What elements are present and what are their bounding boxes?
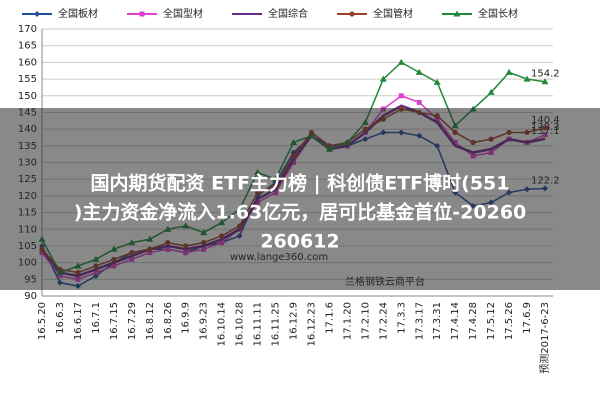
y-tick-label: 170: [18, 24, 37, 35]
x-tick-label: 16.5.20: [37, 302, 48, 340]
legend-label: 全国综合: [268, 7, 308, 20]
x-tick-label: 16.8.26: [163, 302, 174, 340]
marker: [541, 78, 549, 85]
x-tick-label: 17.1.20: [342, 302, 353, 340]
overlay-text: 260612: [260, 231, 339, 253]
x-tick-label: 16.7.1: [91, 302, 102, 334]
y-tick-label: 165: [18, 41, 37, 52]
x-tick-label: 17.5.12: [486, 302, 497, 340]
overlay-text: 国内期货配资 ETF主力榜 | 科创债ETF博时(551: [91, 172, 510, 195]
x-tick-label: 16.7.15: [109, 302, 120, 340]
x-tick-label: 16.9.23: [199, 302, 210, 340]
x-tick-label: 16.7.29: [127, 302, 138, 340]
marker: [523, 75, 531, 82]
overlay-band: [0, 108, 600, 290]
end-label: 154.2: [531, 69, 560, 80]
x-tick-label: 17.6.9: [522, 302, 533, 334]
marker: [505, 68, 513, 75]
x-tick-label: 17.3.31: [432, 302, 443, 340]
x-tick-label: 16.11.11: [253, 302, 264, 347]
x-tick-label: 17.2.10: [360, 302, 371, 340]
marker: [453, 10, 461, 17]
marker: [433, 78, 441, 85]
x-tick-label: 16.9.9: [181, 302, 192, 334]
x-tick-label: 17.1.6: [324, 302, 335, 334]
legend-label: 全国长材: [478, 7, 518, 20]
y-tick-label: 90: [24, 291, 37, 302]
marker: [139, 11, 145, 17]
marker: [487, 88, 495, 95]
marker: [415, 68, 423, 75]
x-tick-label: 17.5.26: [504, 302, 515, 340]
marker: [349, 11, 355, 17]
overlay-text: )主力资金净流入1.63亿元，居可比基金首位-20260: [74, 201, 527, 224]
x-tick-label: 16.11.25: [271, 302, 282, 347]
x-tick-label: 17.3.3: [396, 302, 407, 334]
legend-label: 全国管材: [373, 7, 413, 20]
y-tick-label: 160: [18, 57, 37, 68]
y-tick-label: 150: [18, 91, 37, 102]
x-tick-label: 16.6.3: [55, 302, 66, 334]
x-tick-label: 17.4.28: [468, 302, 479, 340]
legend-label: 全国板材: [58, 7, 98, 20]
x-tick-label: 16.6.17: [73, 302, 84, 340]
x-tick-label: 16.8.12: [145, 302, 156, 340]
marker: [397, 58, 405, 65]
marker: [398, 93, 404, 99]
marker: [379, 75, 387, 82]
x-tick-label: 17.2.24: [378, 302, 389, 340]
legend-label: 全国型材: [163, 7, 203, 20]
x-tick-label: 16.12.23: [306, 302, 317, 347]
marker: [34, 11, 40, 17]
marker: [416, 99, 422, 105]
x-tick-label: 17.4.14: [450, 302, 461, 340]
x-tick-label: 16.12.9: [289, 302, 300, 340]
x-tick-label: 16.10.28: [235, 302, 246, 347]
x-tick-label: 16.10.14: [217, 302, 228, 347]
x-tick-label: 17.3.17: [414, 302, 425, 340]
x-tick-label: 预测2017-6-23: [538, 302, 551, 374]
y-tick-label: 155: [18, 74, 37, 85]
